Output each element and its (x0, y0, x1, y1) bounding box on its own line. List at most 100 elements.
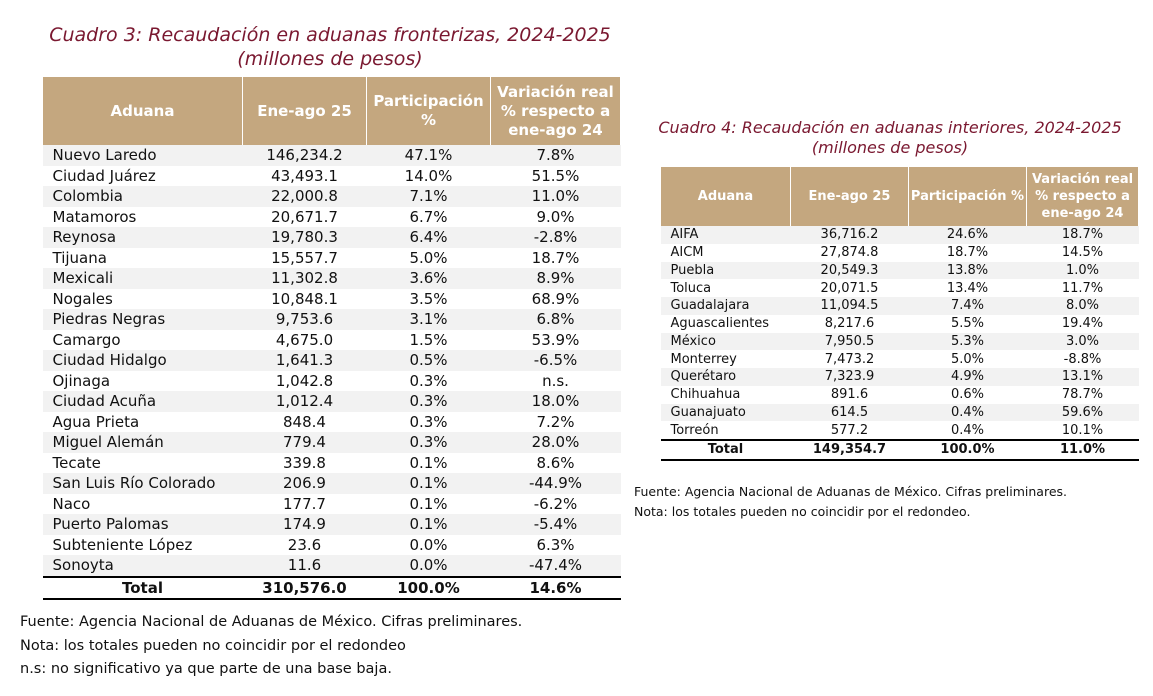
cell-ene-ago: 7,473.2 (824, 351, 875, 367)
table-row: Reynosa 19,780.3 6.4% -2.8% (42, 227, 621, 248)
cell-aduana: Torreón (670, 422, 719, 438)
cell-variacion: 6.8% (490, 309, 621, 330)
table-row: Naco 177.7 0.1% -6.2% (43, 494, 621, 515)
cell-variacion: 59.6% (1026, 403, 1139, 422)
cell-variacion: 6.3% (536, 535, 575, 554)
cuadro4-subtitle: (millones de pesos) (811, 138, 969, 157)
cell-participacion: 0.0% (366, 555, 491, 577)
table-row: Puerto Palomas 174.9 0.1% -5.4% (42, 514, 621, 535)
cell-ene-ago: 20,071.5 (820, 280, 879, 296)
cell-participacion: 3.5% (409, 289, 448, 308)
cell-variacion: 7.2% (536, 412, 575, 431)
cell-variacion: 19.4% (1061, 316, 1104, 332)
table-row: Sonoyta 11.6 0.0% -47.4% (42, 555, 621, 577)
total-ene-ago: 310,576.0 (242, 575, 367, 600)
total-row: Total 310,576.0 100.0% 14.6% (42, 575, 621, 600)
cell-variacion: -44.9% (490, 473, 621, 494)
total-ene-ago: 149,354.7 (790, 439, 909, 461)
table-row: AICM 27,874.8 18.7% 14.5% (661, 244, 1139, 262)
cell-participacion: 24.6% (908, 226, 1027, 244)
cell-participacion: 5.0% (409, 248, 448, 267)
cell-ene-ago: 7,323.9 (790, 368, 909, 386)
cell-variacion: 53.9% (531, 330, 580, 349)
cell-variacion: -6.2% (533, 494, 578, 513)
cell-participacion: 0.5% (366, 350, 491, 371)
cell-participacion: 7.1% (366, 186, 491, 207)
cell-ene-ago: 1,641.3 (242, 350, 367, 371)
table-row: San Luis Río Colorado 206.9 0.1% -44.9% (42, 473, 621, 494)
cell-aduana: AICM (670, 245, 704, 261)
header-aduana: Aduana (660, 166, 791, 226)
cell-ene-ago: 848.4 (283, 412, 326, 431)
table-row: Tijuana 15,557.7 5.0% 18.7% (43, 248, 621, 269)
cell-ene-ago: 206.9 (242, 473, 367, 494)
cell-participacion: 13.8% (908, 261, 1027, 280)
cell-ene-ago: 10,848.1 (271, 289, 338, 308)
cell-aduana: Ciudad Hidalgo (42, 350, 243, 371)
cell-variacion: -8.8% (1063, 351, 1102, 367)
cell-aduana: Puebla (660, 261, 791, 280)
cell-ene-ago: 891.6 (830, 387, 869, 403)
cell-participacion: 6.7% (409, 207, 448, 226)
table-row: México 7,950.5 5.3% 3.0% (660, 332, 1139, 351)
table-row: Toluca 20,071.5 13.4% 11.7% (661, 279, 1139, 297)
cell-ene-ago: 11,094.5 (790, 297, 909, 315)
cell-variacion: 28.0% (490, 432, 621, 453)
cell-variacion: 3.0% (1026, 332, 1139, 351)
cell-ene-ago: 8,217.6 (824, 316, 875, 332)
cell-aduana: Ciudad Acuña (42, 391, 243, 412)
cell-participacion: 1.5% (409, 330, 448, 349)
cell-ene-ago: 36,716.2 (790, 226, 909, 244)
total-participacion: 100.0% (366, 575, 491, 600)
cell-variacion: -47.4% (490, 555, 621, 577)
cell-variacion: 14.5% (1061, 245, 1104, 261)
cuadro4-title-block: Cuadro 4: Recaudación en aduanas interio… (640, 118, 1140, 158)
cell-aduana: Toluca (670, 280, 712, 296)
table-row: Puebla 20,549.3 13.8% 1.0% (660, 261, 1139, 280)
cell-participacion: 6.4% (366, 227, 491, 248)
cell-ene-ago: 23.6 (287, 535, 322, 554)
cell-aduana: AIFA (660, 226, 791, 244)
header-ene-ago: Ene-ago 25 (790, 166, 909, 226)
cell-ene-ago: 177.7 (283, 494, 326, 513)
cell-variacion: -6.5% (490, 350, 621, 371)
cuadro3-table: Aduana Ene-ago 25 Participación % Variac… (42, 76, 621, 600)
cell-ene-ago: 146,234.2 (242, 145, 367, 166)
cell-variacion: 78.7% (1061, 387, 1104, 403)
cell-ene-ago: 174.9 (242, 514, 367, 535)
cell-ene-ago: 43,493.1 (271, 166, 338, 185)
table-row: Ciudad Hidalgo 1,641.3 0.5% -6.5% (42, 350, 621, 371)
cell-variacion: 8.9% (490, 268, 621, 289)
cell-participacion: 0.3% (409, 371, 448, 390)
table-row: Ojinaga 1,042.8 0.3% n.s. (43, 371, 621, 392)
cell-participacion: 0.1% (409, 453, 448, 472)
cell-aduana: México (660, 332, 791, 351)
cuadro3-rounding-note: Nota: los totales pueden no coincidir po… (20, 638, 406, 654)
cell-ene-ago: 27,874.8 (820, 245, 879, 261)
cell-aduana: Subteniente López (52, 535, 193, 554)
cell-variacion: 8.0% (1026, 297, 1139, 315)
cell-aduana: Tecate (52, 453, 101, 472)
cell-variacion: 11.7% (1061, 280, 1104, 296)
cell-aduana: Aguascalientes (670, 316, 770, 332)
cuadro4-rounding-note: Nota: los totales pueden no coincidir po… (634, 504, 971, 519)
table-row: Piedras Negras 9,753.6 3.1% 6.8% (42, 309, 621, 330)
cell-participacion: 18.7% (946, 245, 989, 261)
cuadro3-title: Cuadro 3: Recaudación en aduanas fronter… (49, 24, 611, 46)
cell-variacion: 18.7% (531, 248, 580, 267)
cell-participacion: 0.6% (950, 387, 985, 403)
cell-aduana: Nuevo Laredo (42, 145, 243, 166)
cell-aduana: Colombia (42, 186, 243, 207)
cell-variacion: 8.6% (536, 453, 575, 472)
cell-aduana: Tijuana (52, 248, 107, 267)
cuadro4-table: Aduana Ene-ago 25 Participación % Variac… (660, 166, 1139, 461)
cell-participacion: 14.0% (404, 166, 453, 185)
table-row: Tecate 339.8 0.1% 8.6% (43, 453, 621, 474)
cell-variacion: 18.7% (1026, 226, 1139, 244)
cuadro3-source-note: Fuente: Agencia Nacional de Aduanas de M… (20, 614, 523, 630)
table-row: Miguel Alemán 779.4 0.3% 28.0% (42, 432, 621, 453)
cell-participacion: 0.1% (366, 514, 491, 535)
header-aduana: Aduana (42, 76, 243, 145)
cell-ene-ago: 19,780.3 (242, 227, 367, 248)
total-variacion: 11.0% (1026, 439, 1139, 461)
